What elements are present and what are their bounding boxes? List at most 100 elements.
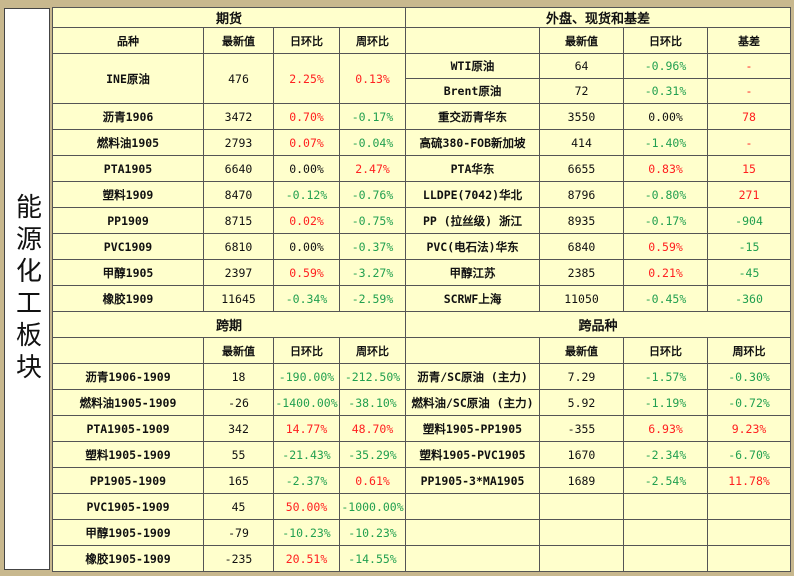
instrument-name: Brent原油 [405, 78, 541, 104]
instrument-name: PTA1905 [52, 155, 204, 182]
table-row: PVC1905-1909 45 50.00% -1000.00% [52, 493, 792, 520]
column-header: 周环比 [338, 27, 407, 54]
column-header: 日环比 [623, 27, 709, 54]
latest-value: 72 [539, 78, 625, 104]
basis-value: - [707, 129, 792, 156]
instrument-name: INE原油 [52, 53, 204, 104]
column-header [52, 337, 204, 364]
table-row: 塑料1909 8470 -0.12% -0.76% LLDPE(7042)华北 8796-… [52, 181, 792, 208]
instrument-name: LLDPE(7042)华北 [405, 181, 541, 208]
table-row: PTA1905 6640 0.00% 2.47% PTA华东 6655 0.83% 15 [52, 155, 792, 182]
instrument-name: PP (拉丝级) 浙江 [405, 207, 541, 234]
day-change: -0.31% [623, 78, 709, 104]
instrument-name: 橡胶1909 [52, 285, 204, 312]
table-row: 沥青1906 3472 0.70% -0.17% 重交沥青华东 3550 0.00% 78 [52, 103, 792, 130]
week-change: 9.23% [707, 415, 792, 442]
day-change: -1.40% [623, 129, 709, 156]
day-change: -190.00% [273, 363, 340, 390]
instrument-name: 沥青1906-1909 [52, 363, 204, 390]
basis-value: - [707, 78, 792, 104]
latest-value: 6640 [203, 155, 274, 182]
table-row: INE原油 476 2.25% 0.13% WTI原油 64 -0.96% - [52, 53, 792, 104]
day-change: -1400.00% [273, 389, 340, 416]
day-change: 0.07% [273, 129, 340, 156]
column-header: 周环比 [338, 337, 407, 364]
table-row: 橡胶1909 11645 -0.34% -2.59% SCRWF上海 11050 -0.45… [52, 285, 792, 312]
instrument-name: 沥青/SC原油 (主力) [405, 363, 541, 390]
latest-value: 1670 [539, 441, 625, 468]
table-row: PP1909 8715 0.02% -0.75% PP (拉丝级) 浙江 8935 -0.1… [52, 207, 792, 234]
week-change: 0.13% [338, 53, 407, 104]
latest-value: 6810 [203, 233, 274, 260]
empty-cell [623, 519, 709, 546]
latest-value: 5.92 [539, 389, 625, 416]
latest-value: 2793 [203, 129, 274, 156]
column-header: 日环比 [273, 337, 340, 364]
day-change: -1.19% [623, 389, 709, 416]
week-change: -1000.00% [338, 493, 407, 520]
day-change: 0.59% [623, 233, 709, 260]
empty-cell [539, 519, 625, 546]
table-row: 燃料油1905-1909 -26 -1400.00% -38.10% 燃料油/SC原油 … [52, 389, 792, 416]
empty-cell [405, 545, 541, 572]
week-change: -0.37% [338, 233, 407, 260]
week-change: -3.27% [338, 259, 407, 286]
latest-value: 6655 [539, 155, 625, 182]
basis-value: - [707, 53, 792, 79]
table-row: 甲醇1905 2397 0.59% -3.27% 甲醇江苏 2385 0.21% -45 [52, 259, 792, 286]
week-change: -0.72% [707, 389, 792, 416]
latest-value: 45 [203, 493, 274, 520]
day-change: -0.34% [273, 285, 340, 312]
column-header [405, 27, 541, 54]
latest-value: 11645 [203, 285, 274, 312]
column-header: 周环比 [707, 337, 792, 364]
day-change: 0.59% [273, 259, 340, 286]
week-change: -0.75% [338, 207, 407, 234]
latest-value: 8935 [539, 207, 625, 234]
table-row: 橡胶1905-1909 -235 20.51% -14.55% [52, 545, 792, 572]
day-change: 0.00% [273, 155, 340, 182]
instrument-name: 燃料油1905-1909 [52, 389, 204, 416]
latest-value: 2397 [203, 259, 274, 286]
basis-value: 78 [707, 103, 792, 130]
latest-value: 11050 [539, 285, 625, 312]
column-header: 最新值 [539, 337, 625, 364]
side-title: 能源化工板块 [11, 193, 42, 385]
spot-section-title: 外盘、现货和基差 [405, 7, 792, 28]
day-change: -0.45% [623, 285, 709, 312]
day-change: -0.80% [623, 181, 709, 208]
latest-value: 18 [203, 363, 274, 390]
day-change: -2.34% [623, 441, 709, 468]
day-change: 0.02% [273, 207, 340, 234]
table-row: 跨期 跨品种 [51, 311, 792, 338]
table-row: 塑料1905-1909 55 -21.43% -35.29% 塑料1905-PVC190… [52, 441, 792, 468]
instrument-name: PTA1905-1909 [52, 415, 204, 442]
day-change: -0.96% [623, 53, 709, 79]
week-change: -35.29% [338, 441, 407, 468]
column-header: 最新值 [203, 27, 274, 54]
instrument-name: 塑料1909 [52, 181, 204, 208]
day-change: -10.23% [273, 519, 340, 546]
instrument-name: 甲醇1905-1909 [52, 519, 204, 546]
latest-value: 6840 [539, 233, 625, 260]
empty-cell [405, 493, 541, 520]
instrument-name: 橡胶1905-1909 [52, 545, 204, 572]
table-row: 最新值 日环比 周环比 最新值 日环比 周环比 [52, 337, 792, 364]
energy-chemical-table: 期货 外盘、现货和基差 品种 最新值 日环比 周环比 最新值 日环比 基差 INE原油 476 2.2… [51, 7, 792, 572]
column-header [405, 337, 541, 364]
week-change: -212.50% [338, 363, 407, 390]
day-change: -21.43% [273, 441, 340, 468]
instrument-name: PVC1909 [52, 233, 204, 260]
day-change: -2.37% [273, 467, 340, 494]
day-change: 0.00% [273, 233, 340, 260]
latest-value: 3472 [203, 103, 274, 130]
column-header: 基差 [707, 27, 792, 54]
table-row: PTA1905-1909 342 14.77% 48.70% 塑料1905-PP1905… [52, 415, 792, 442]
instrument-name: 塑料1905-PP1905 [405, 415, 541, 442]
instrument-name: 重交沥青华东 [405, 103, 541, 130]
latest-value: 55 [203, 441, 274, 468]
column-header: 最新值 [539, 27, 625, 54]
latest-value: 414 [539, 129, 625, 156]
empty-cell [707, 519, 792, 546]
